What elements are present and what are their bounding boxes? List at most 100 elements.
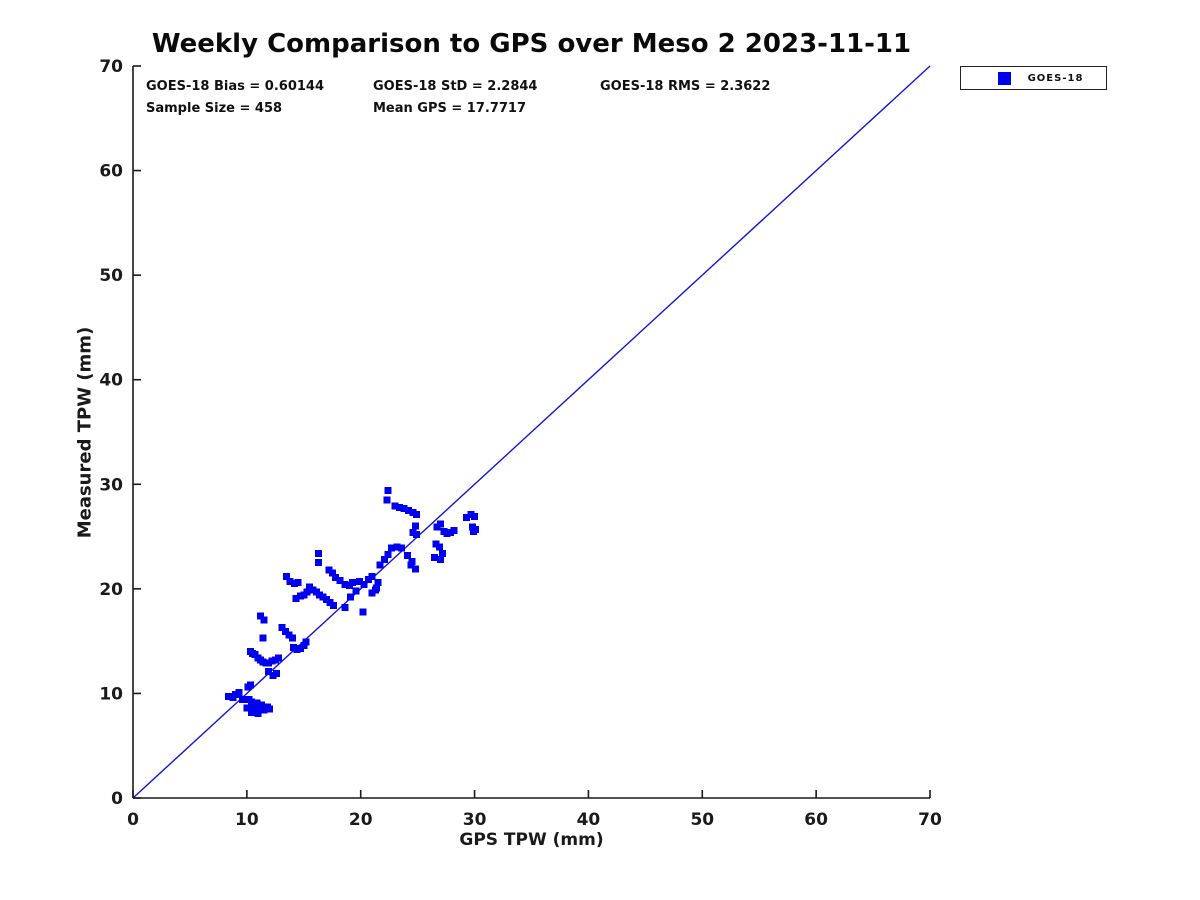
data-point-marker bbox=[346, 593, 354, 601]
data-point-marker bbox=[436, 520, 444, 528]
y-tick-label: 50 bbox=[99, 266, 123, 286]
data-point-marker bbox=[264, 667, 272, 675]
x-tick-label: 0 bbox=[127, 810, 139, 830]
data-point-marker bbox=[235, 688, 243, 696]
data-point-marker bbox=[387, 544, 395, 552]
data-point-marker bbox=[411, 522, 419, 530]
data-point-marker bbox=[393, 543, 401, 551]
data-point-marker bbox=[368, 572, 376, 580]
data-point-marker bbox=[329, 602, 337, 610]
data-point-marker bbox=[272, 670, 280, 678]
data-point-marker bbox=[286, 578, 294, 586]
x-tick-label: 70 bbox=[918, 810, 942, 830]
stat-bias: GOES-18 Bias = 0.60144 bbox=[146, 79, 325, 94]
data-point-marker bbox=[278, 624, 286, 632]
y-tick-label: 0 bbox=[111, 789, 123, 809]
data-point-marker bbox=[360, 581, 368, 589]
data-point-marker bbox=[431, 553, 439, 561]
data-point-marker bbox=[413, 530, 421, 538]
y-tick-label: 20 bbox=[99, 580, 123, 600]
data-point-marker bbox=[336, 576, 344, 584]
data-point-marker bbox=[374, 579, 382, 587]
data-point-marker bbox=[247, 698, 255, 706]
stat-rms: GOES-18 RMS = 2.3622 bbox=[600, 79, 771, 94]
data-point-marker bbox=[383, 496, 391, 504]
legend-box: GOES-18 bbox=[960, 66, 1107, 90]
legend-entry-label: GOES-18 bbox=[1027, 72, 1084, 84]
data-point-marker bbox=[436, 556, 444, 564]
data-point-marker bbox=[471, 513, 479, 521]
data-point-marker bbox=[356, 578, 364, 586]
stat-sample-size: Sample Size = 458 bbox=[146, 101, 283, 116]
data-point-marker bbox=[400, 504, 408, 512]
data-point-marker bbox=[413, 511, 421, 519]
data-point-marker bbox=[384, 550, 392, 558]
x-tick-label: 40 bbox=[577, 810, 601, 830]
data-point-marker bbox=[373, 584, 381, 592]
data-point-marker bbox=[238, 696, 246, 704]
data-point-marker bbox=[384, 487, 392, 495]
data-point-marker bbox=[332, 573, 340, 581]
y-tick-label: 40 bbox=[99, 371, 123, 391]
stat-std: GOES-18 StD = 2.2844 bbox=[373, 79, 538, 94]
data-point-marker bbox=[398, 544, 406, 552]
legend-marker-square-icon bbox=[998, 71, 1011, 85]
data-point-marker bbox=[247, 708, 255, 716]
x-tick-label: 50 bbox=[690, 810, 714, 830]
data-point-marker bbox=[376, 561, 384, 569]
data-point-marker bbox=[341, 581, 349, 589]
x-tick-label: 10 bbox=[235, 810, 259, 830]
data-point-marker bbox=[349, 579, 357, 587]
data-point-marker bbox=[411, 565, 419, 573]
data-point-marker bbox=[450, 526, 458, 534]
data-point-marker bbox=[259, 634, 267, 642]
data-point-marker bbox=[283, 572, 291, 580]
data-point-marker bbox=[253, 699, 261, 707]
data-point-marker bbox=[381, 556, 389, 564]
data-point-marker bbox=[395, 503, 403, 511]
x-tick-label: 20 bbox=[349, 810, 373, 830]
data-point-marker bbox=[303, 588, 311, 596]
data-point-marker bbox=[225, 693, 233, 701]
x-axis-label: GPS TPW (mm) bbox=[459, 830, 604, 850]
data-point-marker bbox=[288, 634, 296, 642]
data-point-marker bbox=[302, 638, 310, 646]
data-point-marker bbox=[352, 587, 360, 595]
y-tick-label: 10 bbox=[99, 684, 123, 704]
data-point-marker bbox=[368, 589, 376, 597]
data-point-marker bbox=[472, 525, 480, 533]
data-point-marker bbox=[294, 579, 302, 587]
data-point-marker bbox=[246, 681, 254, 689]
y-tick-label: 30 bbox=[99, 475, 123, 495]
data-point-marker bbox=[328, 569, 336, 577]
data-point-marker bbox=[250, 704, 258, 712]
data-point-marker bbox=[266, 705, 274, 713]
data-point-marker bbox=[315, 549, 323, 557]
data-point-marker bbox=[260, 616, 268, 624]
data-point-marker bbox=[292, 594, 300, 602]
data-point-marker bbox=[405, 506, 413, 514]
data-point-marker bbox=[275, 654, 283, 662]
x-tick-label: 30 bbox=[463, 810, 487, 830]
data-point-marker bbox=[407, 561, 415, 569]
data-point-marker bbox=[243, 704, 251, 712]
data-point-marker bbox=[463, 514, 471, 522]
data-point-marker bbox=[254, 709, 262, 717]
data-point-marker bbox=[257, 612, 265, 620]
data-point-marker bbox=[315, 559, 323, 567]
chart-title: Weekly Comparison to GPS over Meso 2 202… bbox=[151, 29, 912, 59]
data-point-marker bbox=[258, 701, 266, 709]
data-point-marker bbox=[403, 551, 411, 559]
stat-mean-gps: Mean GPS = 17.7717 bbox=[373, 101, 527, 116]
data-point-marker bbox=[435, 543, 443, 551]
x-tick-label: 60 bbox=[804, 810, 828, 830]
y-tick-label: 70 bbox=[99, 57, 123, 77]
one-to-one-reference-line bbox=[132, 65, 931, 799]
y-tick-label: 60 bbox=[99, 162, 123, 182]
data-point-marker bbox=[439, 549, 447, 557]
data-point-marker bbox=[359, 608, 367, 616]
data-point-marker bbox=[341, 604, 349, 612]
data-point-marker bbox=[391, 502, 399, 510]
